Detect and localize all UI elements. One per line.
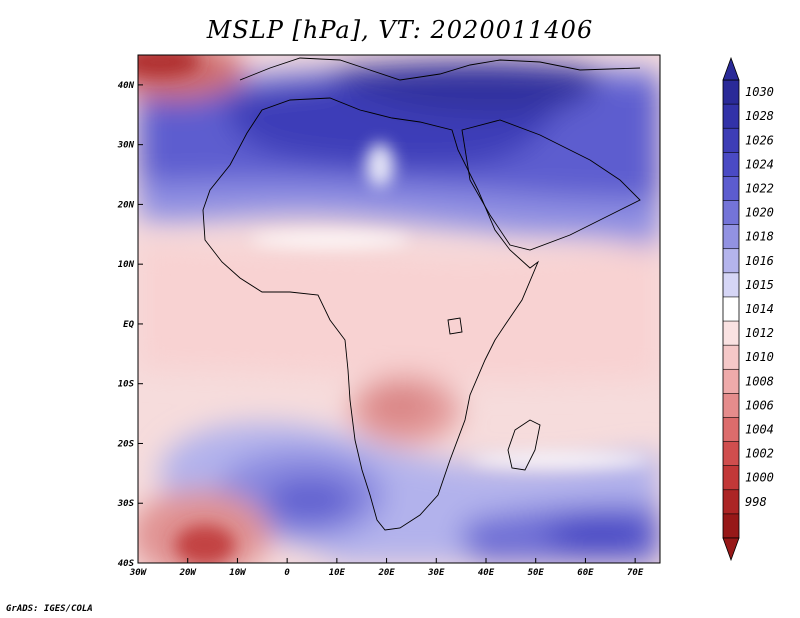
colorbar-swatch: [723, 417, 739, 442]
colorbar-swatch: [723, 345, 739, 370]
colorbar-swatch: [723, 200, 739, 225]
lat-axis: 40N 30N 20N 10N EQ 10S 20S 30S 40S: [117, 81, 143, 569]
colorbar-swatch: [723, 441, 739, 466]
colorbar-swatch: [723, 176, 739, 201]
colorbar-swatch: [723, 465, 739, 491]
lon-tick-label: 70E: [627, 568, 644, 578]
colorbar-label: 998: [745, 495, 767, 509]
colorbar-label: 1006: [745, 398, 774, 412]
lat-tick-label: 10N: [118, 260, 135, 270]
lon-tick-label: 30E: [427, 568, 445, 578]
lon-tick-label: 20E: [377, 568, 395, 578]
colorbar-swatch: [723, 489, 739, 515]
colorbar-swatch: [723, 513, 739, 539]
colorbar-swatch: [723, 369, 739, 394]
colorbar-swatch: [723, 128, 739, 153]
lon-tick-label: 30W: [129, 568, 148, 578]
colorbar-swatch: [723, 80, 739, 105]
colorbar-swatch: [723, 321, 739, 346]
colorbar-label: 1000: [745, 471, 774, 485]
lat-tick-label: 30N: [117, 141, 135, 151]
coastlines: [202, 57, 641, 531]
lon-tick-label: 50E: [528, 568, 545, 578]
colorbar-label: 1008: [745, 374, 774, 388]
lat-tick-label: 20N: [117, 200, 135, 210]
map-title: MSLP [hPa], VT: 2020011406: [206, 16, 594, 44]
colorbar-bottom-arrow: [722, 537, 740, 562]
madagascar: [507, 419, 541, 471]
colorbar-label: 1012: [745, 326, 774, 340]
colorbar-label: 1018: [745, 230, 774, 244]
africa-coastline: [202, 97, 540, 531]
lat-tick-label: 10S: [118, 380, 135, 390]
colorbar-label: 1028: [745, 109, 774, 123]
colorbar-swatch: [723, 272, 739, 298]
lat-tick-label: 40S: [118, 559, 135, 569]
colorbar-swatch: [723, 104, 739, 129]
arabian-peninsula: [461, 119, 641, 251]
lon-tick-label: 20W: [179, 568, 198, 578]
colorbar-swatch: [723, 224, 739, 250]
europe-coast: [239, 57, 641, 81]
colorbar-swatch: [723, 296, 739, 322]
colorbar-label: 1030: [745, 85, 774, 99]
lake-victoria: [447, 317, 463, 335]
colorbar-label: 1004: [745, 423, 774, 437]
colorbar-label: 1024: [745, 157, 774, 171]
lon-tick-label: 10E: [329, 568, 346, 578]
colorbar-label: 1002: [745, 447, 774, 461]
colorbar-swatch: [723, 248, 739, 274]
colorbar-label: 1026: [745, 133, 774, 147]
lon-axis: 30W 20W 10W 0 10E 20E 30E 40E 50E 60E 70E: [129, 558, 644, 578]
lon-tick-label: 0: [284, 568, 290, 578]
map-frame: [137, 54, 661, 564]
lon-tick-label: 60E: [577, 568, 594, 578]
lat-tick-label: EQ: [123, 320, 134, 330]
pressure-field: [138, 55, 660, 563]
colorbar-label: 1014: [745, 302, 774, 316]
lon-tick-label: 40E: [478, 568, 495, 578]
colorbar-label: 1020: [745, 206, 774, 220]
lon-tick-label: 10W: [229, 568, 247, 578]
colorbar-swatch: [723, 152, 739, 177]
credit-label: GrADS: IGES/COLA: [6, 604, 93, 614]
colorbar-label: 1016: [745, 254, 774, 268]
colorbar-swatch: [723, 393, 739, 418]
lat-tick-label: 20S: [117, 439, 135, 449]
lat-tick-label: 30S: [117, 499, 135, 509]
lat-tick-label: 40N: [118, 81, 135, 91]
colorbar-label: 1010: [745, 350, 774, 364]
colorbar-label: 1022: [745, 181, 774, 195]
colorbar-top-arrow: [722, 56, 740, 81]
colorbar: 1030 1028 1026 1024 1022 1020 1018 1016 1015 1014…: [722, 56, 774, 562]
colorbar-label: 1015: [745, 278, 774, 292]
